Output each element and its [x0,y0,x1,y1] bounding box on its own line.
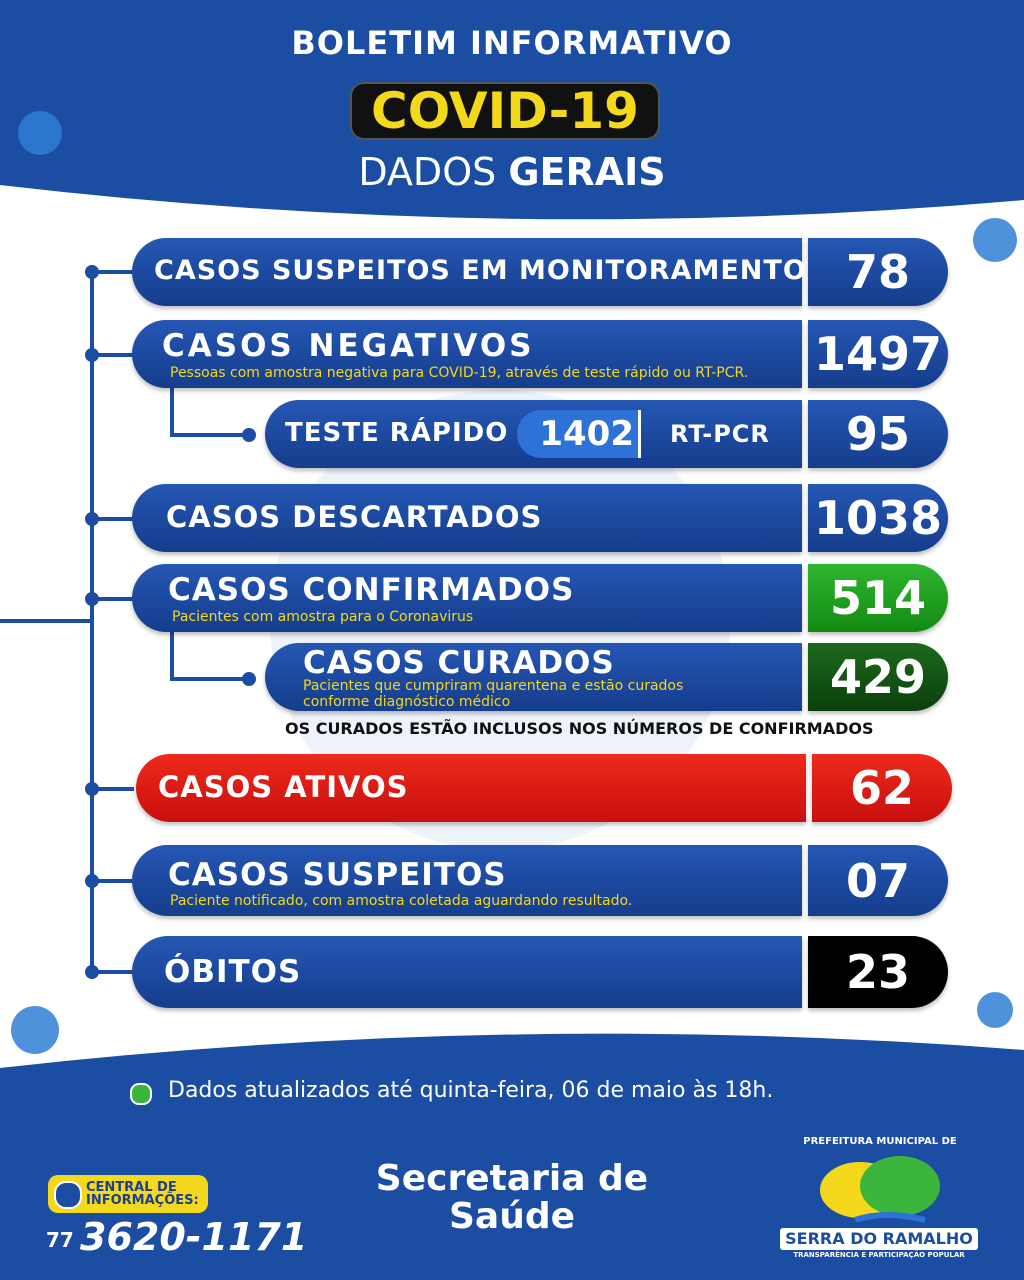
row-label-box: CASOS CURADOS Pacientes que cumpriram qu… [265,643,802,711]
tree-line [90,272,94,972]
row-value: 1038 [808,484,948,552]
tree-line [90,517,134,521]
subtitle: DADOS GERAIS [0,150,1024,194]
info-icon [54,1181,82,1209]
row-label-box: ÓBITOS [132,936,802,1008]
subtitle-bold: GERAIS [508,150,666,194]
row-note: Pessoas com amostra negativa para COVID-… [170,365,749,381]
badge: COVID-19 [350,82,660,140]
row-label-box: CASOS ATIVOS [136,754,806,822]
tree-line [0,619,92,623]
subtitle-light: DADOS [358,150,497,194]
row-label-box: TESTE RÁPIDO 1402 RT-PCR [265,400,802,468]
row-label: RT-PCR [670,420,770,448]
tree-line [170,677,250,681]
tree-dot [85,512,99,526]
update-text: Dados atualizados até quinta-feira, 06 d… [168,1078,774,1103]
department: Secretaria de Saúde [375,1158,649,1237]
logo-top: PREFEITURA MUNICIPAL DE [803,1136,957,1147]
tree-line [90,879,134,883]
row-label-box: CASOS CONFIRMADOS Pacientes com amostra … [132,564,802,632]
row-value: 23 [808,936,948,1008]
logo-name: SERRA DO RAMALHO [780,1228,978,1250]
area-code: 77 [46,1228,74,1252]
logo-tagline: TRANSPARÊNCIA E PARTICIPAÇÃO POPULAR [793,1251,965,1259]
row-label: TESTE RÁPIDO [285,418,509,448]
phone: 3620-1171 [80,1215,308,1259]
row-value: 1497 [808,320,948,388]
row-value: 78 [808,238,948,306]
row-note: Pacientes que cumpriram quarentena e est… [303,678,684,710]
tree-dot [85,965,99,979]
tree-line [90,270,134,274]
row-note: Pacientes com amostra para o Coronavirus [172,609,474,625]
disclaimer: OS CURADOS ESTÃO INCLUSOS NOS NÚMEROS DE… [285,719,874,738]
tree-line [170,632,174,680]
row-label: CASOS ATIVOS [158,770,409,804]
row-note: Paciente notificado, com amostra coletad… [170,893,633,909]
row-label: CASOS SUSPEITOS EM MONITORAMENTO [154,255,807,286]
row-value: 95 [808,400,948,468]
tree-dot [85,874,99,888]
row-value: 514 [808,564,948,632]
tree-dot [85,592,99,606]
tree-line [170,388,174,436]
tree-dot [242,672,256,686]
sub-value: 1402 [517,410,641,458]
row-label: CASOS DESCARTADOS [166,500,543,534]
row-label: CASOS SUSPEITOS [168,857,507,893]
row-value: 07 [808,845,948,916]
tree-dot [242,428,256,442]
row-label: CASOS NEGATIVOS [162,328,535,364]
tree-line [90,787,134,791]
tree-line [90,597,134,601]
tree-line [90,970,134,974]
tree-dot [85,782,99,796]
tree-dot [85,265,99,279]
row-label-box: CASOS SUSPEITOS Paciente notificado, com… [132,845,802,916]
row-label: CASOS CURADOS [303,645,615,681]
row-label-box: CASOS NEGATIVOS Pessoas com amostra nega… [132,320,802,388]
row-label: ÓBITOS [164,954,302,990]
tree-line [170,433,250,437]
tree-dot [85,348,99,362]
logo-graphic [820,1156,940,1223]
row-value: 62 [812,754,952,822]
row-value: 429 [808,643,948,711]
check-icon [130,1083,152,1105]
row-label-box: CASOS SUSPEITOS EM MONITORAMENTO [132,238,806,306]
row-label: CASOS CONFIRMADOS [168,572,575,608]
tree-line [90,353,134,357]
row-label-box: CASOS DESCARTADOS [132,484,802,552]
title: BOLETIM INFORMATIVO [291,24,733,62]
